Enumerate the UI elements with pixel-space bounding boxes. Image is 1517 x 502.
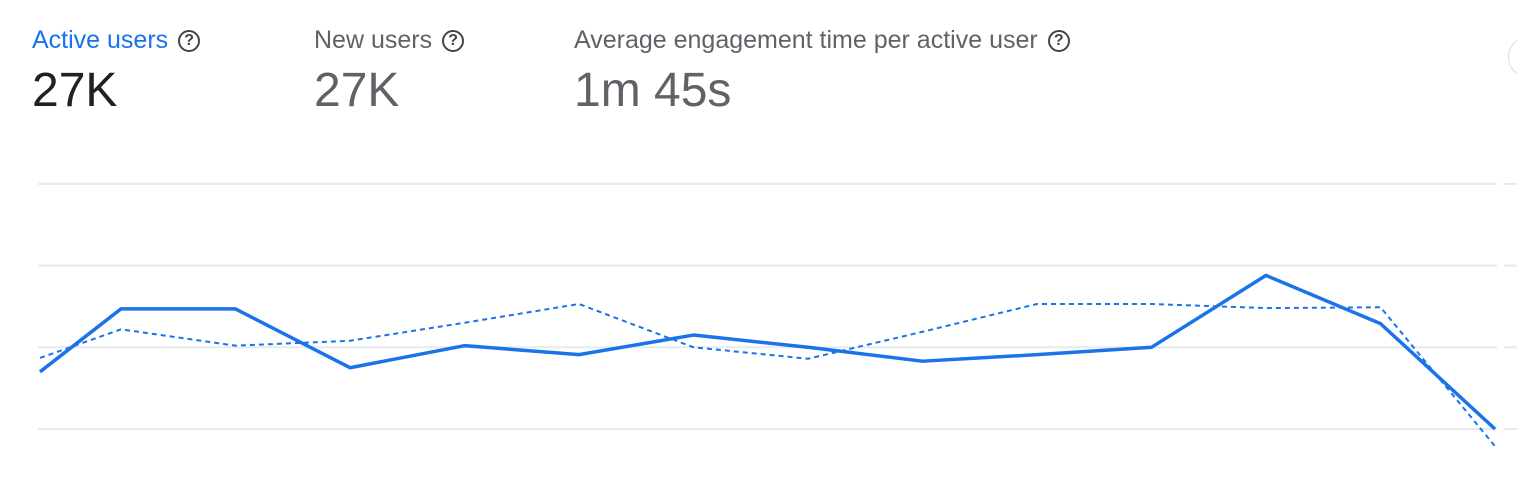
help-circle-icon[interactable]: ? — [442, 29, 465, 52]
metric-active-users[interactable]: Active users? 27K — [32, 26, 201, 118]
metric-new-users[interactable]: New users? 27K — [314, 26, 465, 118]
help-circle-icon[interactable]: ? — [1047, 29, 1070, 52]
metric-value: 27K — [314, 64, 400, 117]
metric-label: New users — [314, 26, 433, 54]
metric-avg-engagement[interactable]: Average engagement time per active user?… — [574, 26, 1070, 118]
metric-label: Average engagement time per active user — [574, 26, 1038, 54]
metric-label: Active users — [32, 26, 169, 54]
series-line-solid — [38, 273, 1497, 431]
metric-value: 27K — [32, 64, 118, 117]
help-circle-icon[interactable]: ? — [178, 29, 201, 52]
series-line-dashed — [39, 302, 1496, 447]
metric-value: 1m 45s — [574, 64, 732, 117]
